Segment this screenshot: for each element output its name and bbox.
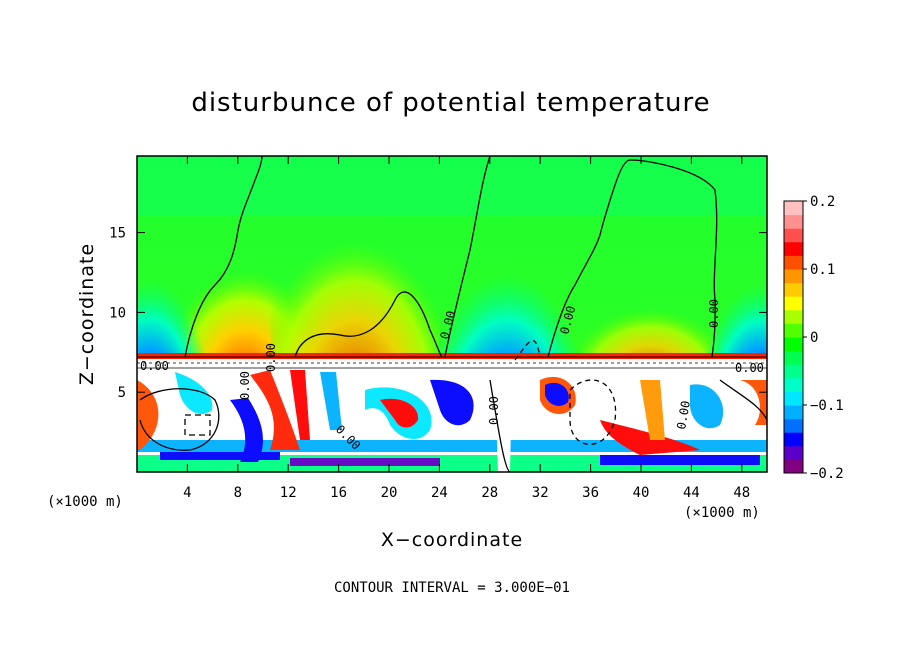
colorbar-swatch bbox=[784, 309, 803, 324]
colorbar-ticks: 0.2 0.1 0 −0.1 −0.2 bbox=[803, 194, 844, 482]
colorbar-swatch bbox=[784, 432, 803, 447]
colorbar-swatch bbox=[784, 214, 803, 229]
colorbar bbox=[784, 201, 803, 474]
contour-label: 0.00 bbox=[707, 299, 721, 328]
plot-field: 0.00 0.00 0.00 0.00 0.00 0.00 0.00 0.00 … bbox=[137, 156, 767, 472]
contour-label: 0.00 bbox=[264, 343, 278, 372]
colorbar-swatch bbox=[784, 323, 803, 338]
colorbar-tick-label: −0.1 bbox=[810, 398, 844, 414]
x-tick-label: 12 bbox=[280, 485, 297, 501]
y-ticks: 5 10 15 bbox=[109, 226, 767, 401]
colorbar-swatch bbox=[784, 364, 803, 379]
colorbar-tick-label: −0.2 bbox=[810, 466, 844, 482]
x-axis-label: X−coordinate bbox=[381, 529, 523, 551]
y-tick-label: 10 bbox=[109, 305, 126, 321]
y-tick-label: 5 bbox=[118, 385, 126, 401]
colorbar-swatch bbox=[784, 269, 803, 284]
x-tick-label: 20 bbox=[381, 485, 398, 501]
colorbar-swatch bbox=[784, 282, 803, 297]
x-tick-label: 40 bbox=[633, 485, 650, 501]
contour-label: 0.00 bbox=[140, 359, 169, 373]
colorbar-swatch bbox=[784, 241, 803, 256]
x-tick-label: 32 bbox=[532, 485, 549, 501]
colorbar-tick-label: 0 bbox=[810, 330, 818, 346]
contour-label: 0.00 bbox=[674, 400, 693, 431]
contour-lines bbox=[137, 156, 767, 472]
lower-layer-turbulence bbox=[137, 370, 767, 472]
colorbar-swatch bbox=[784, 350, 803, 365]
contour-interval-note: CONTOUR INTERVAL = 3.000E−01 bbox=[334, 580, 570, 596]
colorbar-swatch bbox=[784, 418, 803, 433]
colorbar-tick-label: 0.2 bbox=[810, 194, 835, 210]
x-unit-left: (×1000 m) bbox=[47, 494, 123, 510]
x-unit-right: (×1000 m) bbox=[684, 505, 760, 521]
colorbar-swatch bbox=[784, 377, 803, 392]
colorbar-swatch bbox=[784, 337, 803, 352]
colorbar-swatch bbox=[784, 445, 803, 460]
colorbar-swatch bbox=[784, 255, 803, 270]
x-tick-label: 28 bbox=[481, 485, 498, 501]
x-tick-label: 44 bbox=[683, 485, 700, 501]
chart-title: disturbunce of potential temperature bbox=[191, 88, 710, 118]
colorbar-swatch bbox=[784, 228, 803, 243]
x-ticks: 4 8 12 16 20 24 28 32 36 40 44 48 bbox=[183, 156, 750, 501]
contour-label: 0.00 bbox=[487, 396, 501, 425]
x-tick-label: 16 bbox=[330, 485, 347, 501]
plot-frame bbox=[136, 155, 768, 473]
contour-label: 0.00 bbox=[238, 371, 252, 400]
x-tick-label: 36 bbox=[582, 485, 599, 501]
colorbar-swatch bbox=[784, 201, 803, 216]
x-tick-label: 4 bbox=[183, 485, 191, 501]
y-tick-label: 15 bbox=[109, 226, 126, 242]
x-tick-label: 48 bbox=[733, 485, 750, 501]
colorbar-swatch bbox=[784, 296, 803, 311]
colorbar-tick-label: 0.1 bbox=[810, 262, 835, 278]
x-tick-label: 24 bbox=[431, 485, 448, 501]
inversion-band bbox=[137, 353, 767, 359]
y-axis-label: Z−coordinate bbox=[76, 243, 98, 385]
colorbar-swatch bbox=[784, 459, 803, 474]
upper-field-cool bbox=[137, 156, 767, 216]
contour-label: 0.00 bbox=[735, 361, 764, 375]
x-tick-label: 8 bbox=[234, 485, 242, 501]
colorbar-swatch bbox=[784, 391, 803, 406]
colorbar-swatch bbox=[784, 405, 803, 420]
